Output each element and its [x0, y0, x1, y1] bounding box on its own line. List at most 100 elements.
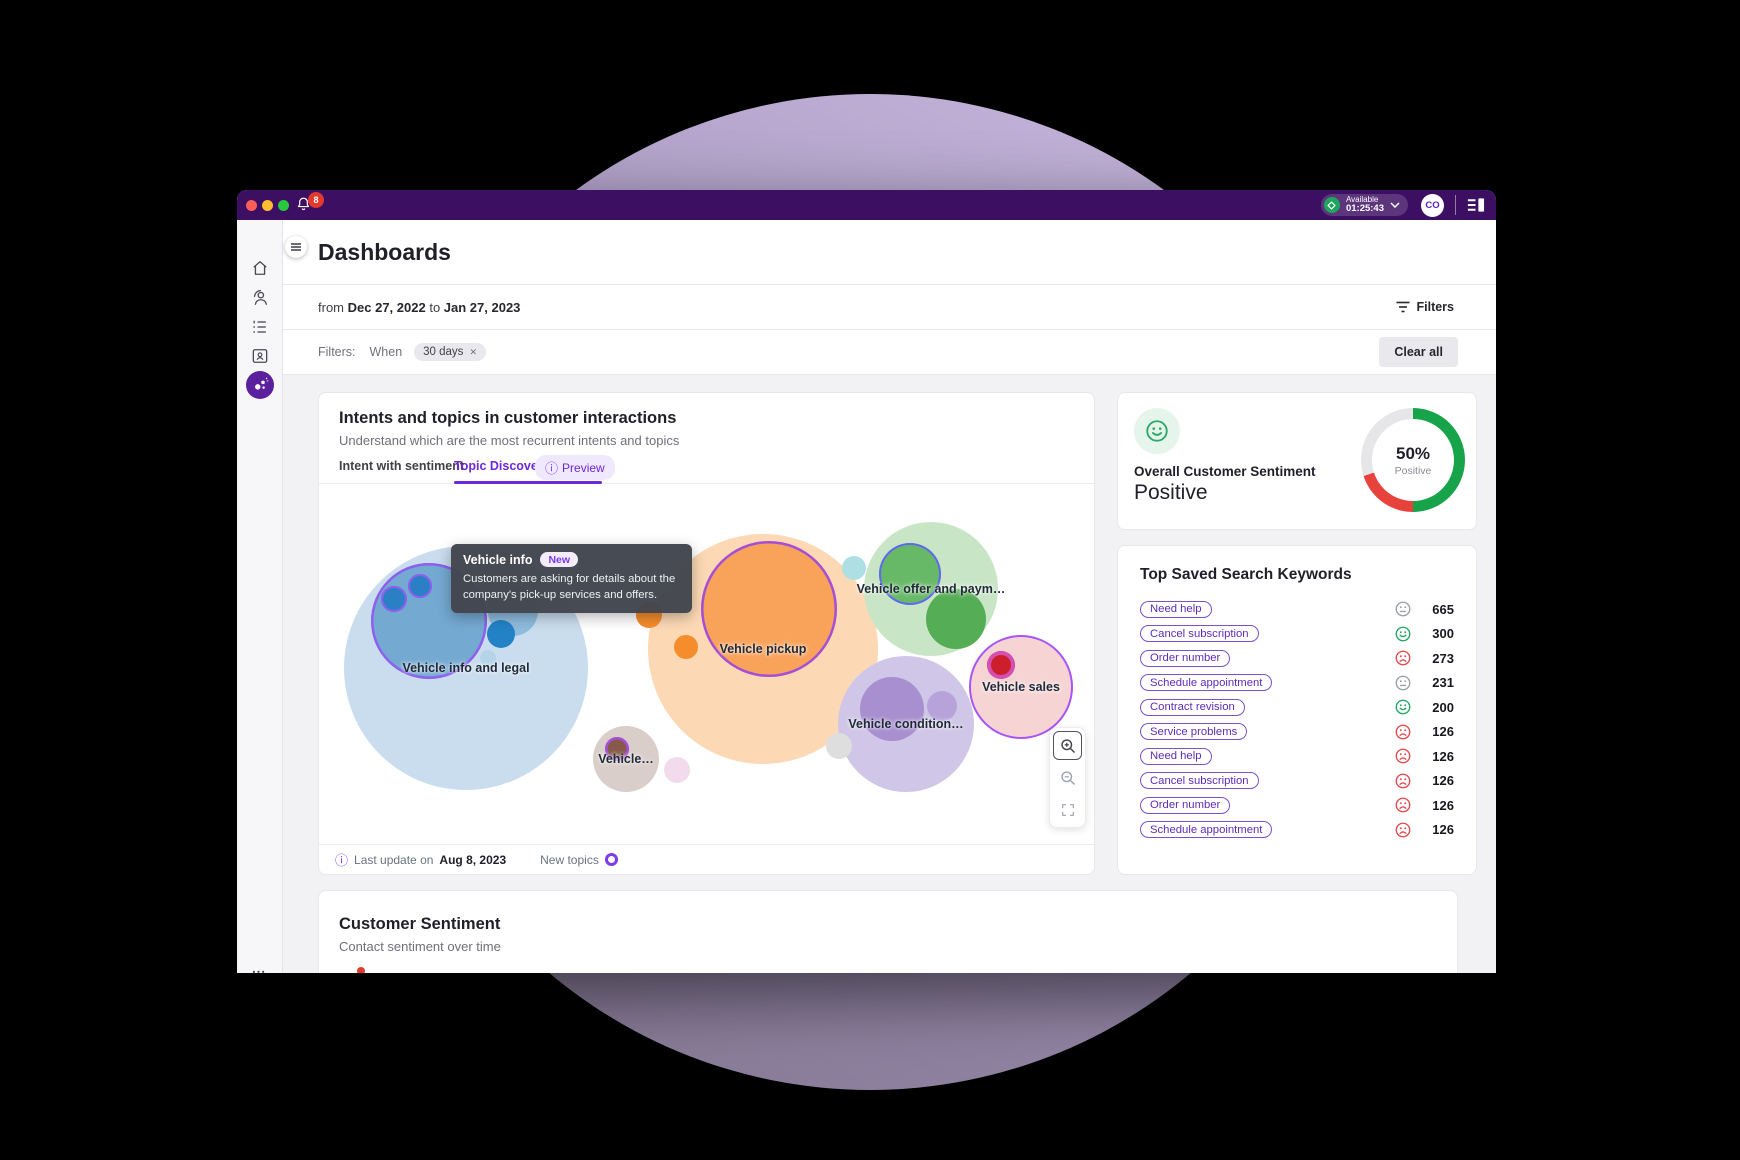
topic-bubble[interactable]	[860, 677, 924, 741]
keyword-row: Need help 665	[1140, 597, 1454, 622]
keyword-pill[interactable]: Order number	[1140, 796, 1231, 814]
filter-group-label: When	[369, 345, 403, 359]
intents-card-footer: ⓘ Last update on Aug 8, 2023 New topics	[319, 844, 1094, 874]
top-keywords-card: Top Saved Search Keywords Need help 665 Ca…	[1117, 545, 1477, 875]
sidebar-item-dashboards-active[interactable]	[246, 371, 274, 399]
topic-bubble[interactable]	[674, 635, 698, 659]
notifications-button[interactable]: 8	[294, 192, 324, 217]
topic-bubble[interactable]	[487, 620, 515, 648]
topic-bubble-label: Vehicle condition…	[848, 717, 964, 731]
page-title: Dashboards	[318, 238, 451, 265]
sidebar-item-home[interactable]	[250, 258, 270, 278]
topic-bubble-label: Vehicle offer and paym…	[856, 582, 1006, 596]
positive-face-icon	[1395, 626, 1411, 642]
keyword-count: 126	[1432, 748, 1454, 764]
keyword-pill[interactable]: Schedule appointment	[1140, 821, 1273, 839]
topic-bubble[interactable]	[593, 726, 659, 792]
topic-bubble[interactable]	[480, 650, 496, 666]
topic-bubble[interactable]	[408, 574, 432, 598]
positive-face-icon	[1395, 699, 1411, 715]
filters-button[interactable]: Filters	[1396, 300, 1454, 314]
keyword-pill[interactable]: Need help	[1140, 747, 1212, 765]
info-icon: ⓘ	[335, 853, 349, 868]
negative-face-icon	[1395, 822, 1411, 838]
zoom-out-icon	[1060, 770, 1075, 785]
topic-bubble[interactable]	[987, 651, 1015, 679]
negative-face-icon	[1395, 773, 1411, 789]
side-panel-toggle-button[interactable]	[1466, 197, 1485, 213]
titlebar: 8 Available 01:25:43 CO	[237, 190, 1496, 220]
negative-face-icon	[1395, 650, 1411, 666]
donut-percent: 50%	[1395, 443, 1431, 463]
last-update-label: Last update on	[354, 852, 434, 867]
dashboard-content: Intents and topics in customer interacti…	[283, 375, 1496, 973]
keyword-pill[interactable]: Cancel subscription	[1140, 772, 1259, 790]
notification-dot	[357, 967, 365, 973]
tab-topic-discovery[interactable]: Topic Discovery	[454, 459, 550, 473]
fullscreen-button[interactable]	[1053, 795, 1082, 824]
zoom-in-button[interactable]	[1053, 731, 1082, 760]
topic-bubble[interactable]	[826, 733, 852, 759]
user-avatar[interactable]: CO	[1421, 194, 1444, 217]
sentiment-card-value: Positive	[1134, 481, 1208, 504]
keyword-count: 273	[1432, 650, 1454, 666]
keyword-pill[interactable]: Order number	[1140, 649, 1231, 667]
app-window: 8 Available 01:25:43 CO	[237, 190, 1496, 973]
ordered-list-icon	[253, 320, 266, 333]
collapse-menu-button[interactable]	[285, 236, 307, 258]
zoom-window-button[interactable]	[278, 199, 289, 211]
close-window-button[interactable]	[246, 199, 257, 211]
keyword-row: Service problems 126	[1140, 720, 1454, 745]
new-topic-legend-ring	[604, 853, 618, 866]
sentiment-donut-chart: 50% Positive	[1361, 408, 1465, 512]
keywords-card-title: Top Saved Search Keywords	[1140, 566, 1352, 583]
topic-bubble[interactable]	[842, 556, 866, 580]
intents-topics-card: Intents and topics in customer interacti…	[318, 392, 1095, 875]
keyword-pill[interactable]: Contract revision	[1140, 698, 1245, 716]
customer-sentiment-subtitle: Contact sentiment over time	[339, 939, 501, 954]
clear-all-button[interactable]: Clear all	[1379, 337, 1458, 367]
topic-bubble[interactable]	[926, 589, 986, 649]
keyword-count: 665	[1432, 601, 1454, 617]
intents-card-subtitle: Understand which are the most recurrent …	[339, 433, 680, 448]
agent-status-selector[interactable]: Available 01:25:43	[1320, 194, 1408, 216]
keyword-pill[interactable]: Cancel subscription	[1140, 625, 1259, 643]
keyword-row: Order number 273	[1140, 646, 1454, 671]
keyword-row: Cancel subscription 300	[1140, 622, 1454, 647]
remove-filter-icon[interactable]: ✕	[469, 346, 477, 357]
zoom-out-button[interactable]	[1053, 763, 1082, 792]
sentiment-card-title: Overall Customer Sentiment	[1134, 464, 1316, 479]
sidebar	[237, 220, 283, 973]
minimize-window-button[interactable]	[262, 199, 273, 211]
last-update-date: Aug 8, 2023	[439, 852, 507, 867]
sidebar-item-apps[interactable]	[250, 968, 270, 973]
keyword-row: Order number 126	[1140, 793, 1454, 818]
hamburger-icon	[291, 243, 301, 251]
sidebar-item-activity-list[interactable]	[250, 317, 270, 337]
sidebar-item-contacts[interactable]	[250, 346, 270, 366]
apps-grid-icon	[252, 970, 265, 973]
keyword-count: 200	[1432, 699, 1454, 715]
topic-bubble[interactable]	[664, 757, 690, 783]
tab-intent-with-sentiment[interactable]: Intent with sentiment	[339, 459, 464, 473]
keyword-pill[interactable]: Service problems	[1140, 723, 1248, 741]
keyword-row: Cancel subscription 126	[1140, 769, 1454, 794]
neutral-face-icon	[1395, 675, 1411, 691]
keyword-pill[interactable]: Need help	[1140, 600, 1212, 618]
keyword-pill[interactable]: Schedule appointment	[1140, 674, 1273, 692]
preview-badge[interactable]: ⓘ Preview	[535, 455, 615, 480]
filter-chip-30-days[interactable]: 30 days ✕	[414, 343, 486, 361]
page-header: Dashboards	[283, 220, 1496, 285]
sidebar-item-conversations[interactable]	[250, 288, 270, 308]
neutral-face-icon	[1395, 601, 1411, 617]
home-icon	[253, 261, 267, 275]
contact-card-icon	[252, 349, 268, 363]
topic-bubble[interactable]	[701, 541, 837, 677]
topic-bubble[interactable]	[879, 543, 941, 605]
topic-bubble[interactable]	[605, 737, 629, 761]
tooltip-topic-name: Vehicle info	[463, 552, 533, 567]
topic-bubble[interactable]	[381, 586, 407, 612]
topic-bubble[interactable]	[927, 691, 957, 721]
topic-bubble[interactable]	[969, 635, 1073, 739]
